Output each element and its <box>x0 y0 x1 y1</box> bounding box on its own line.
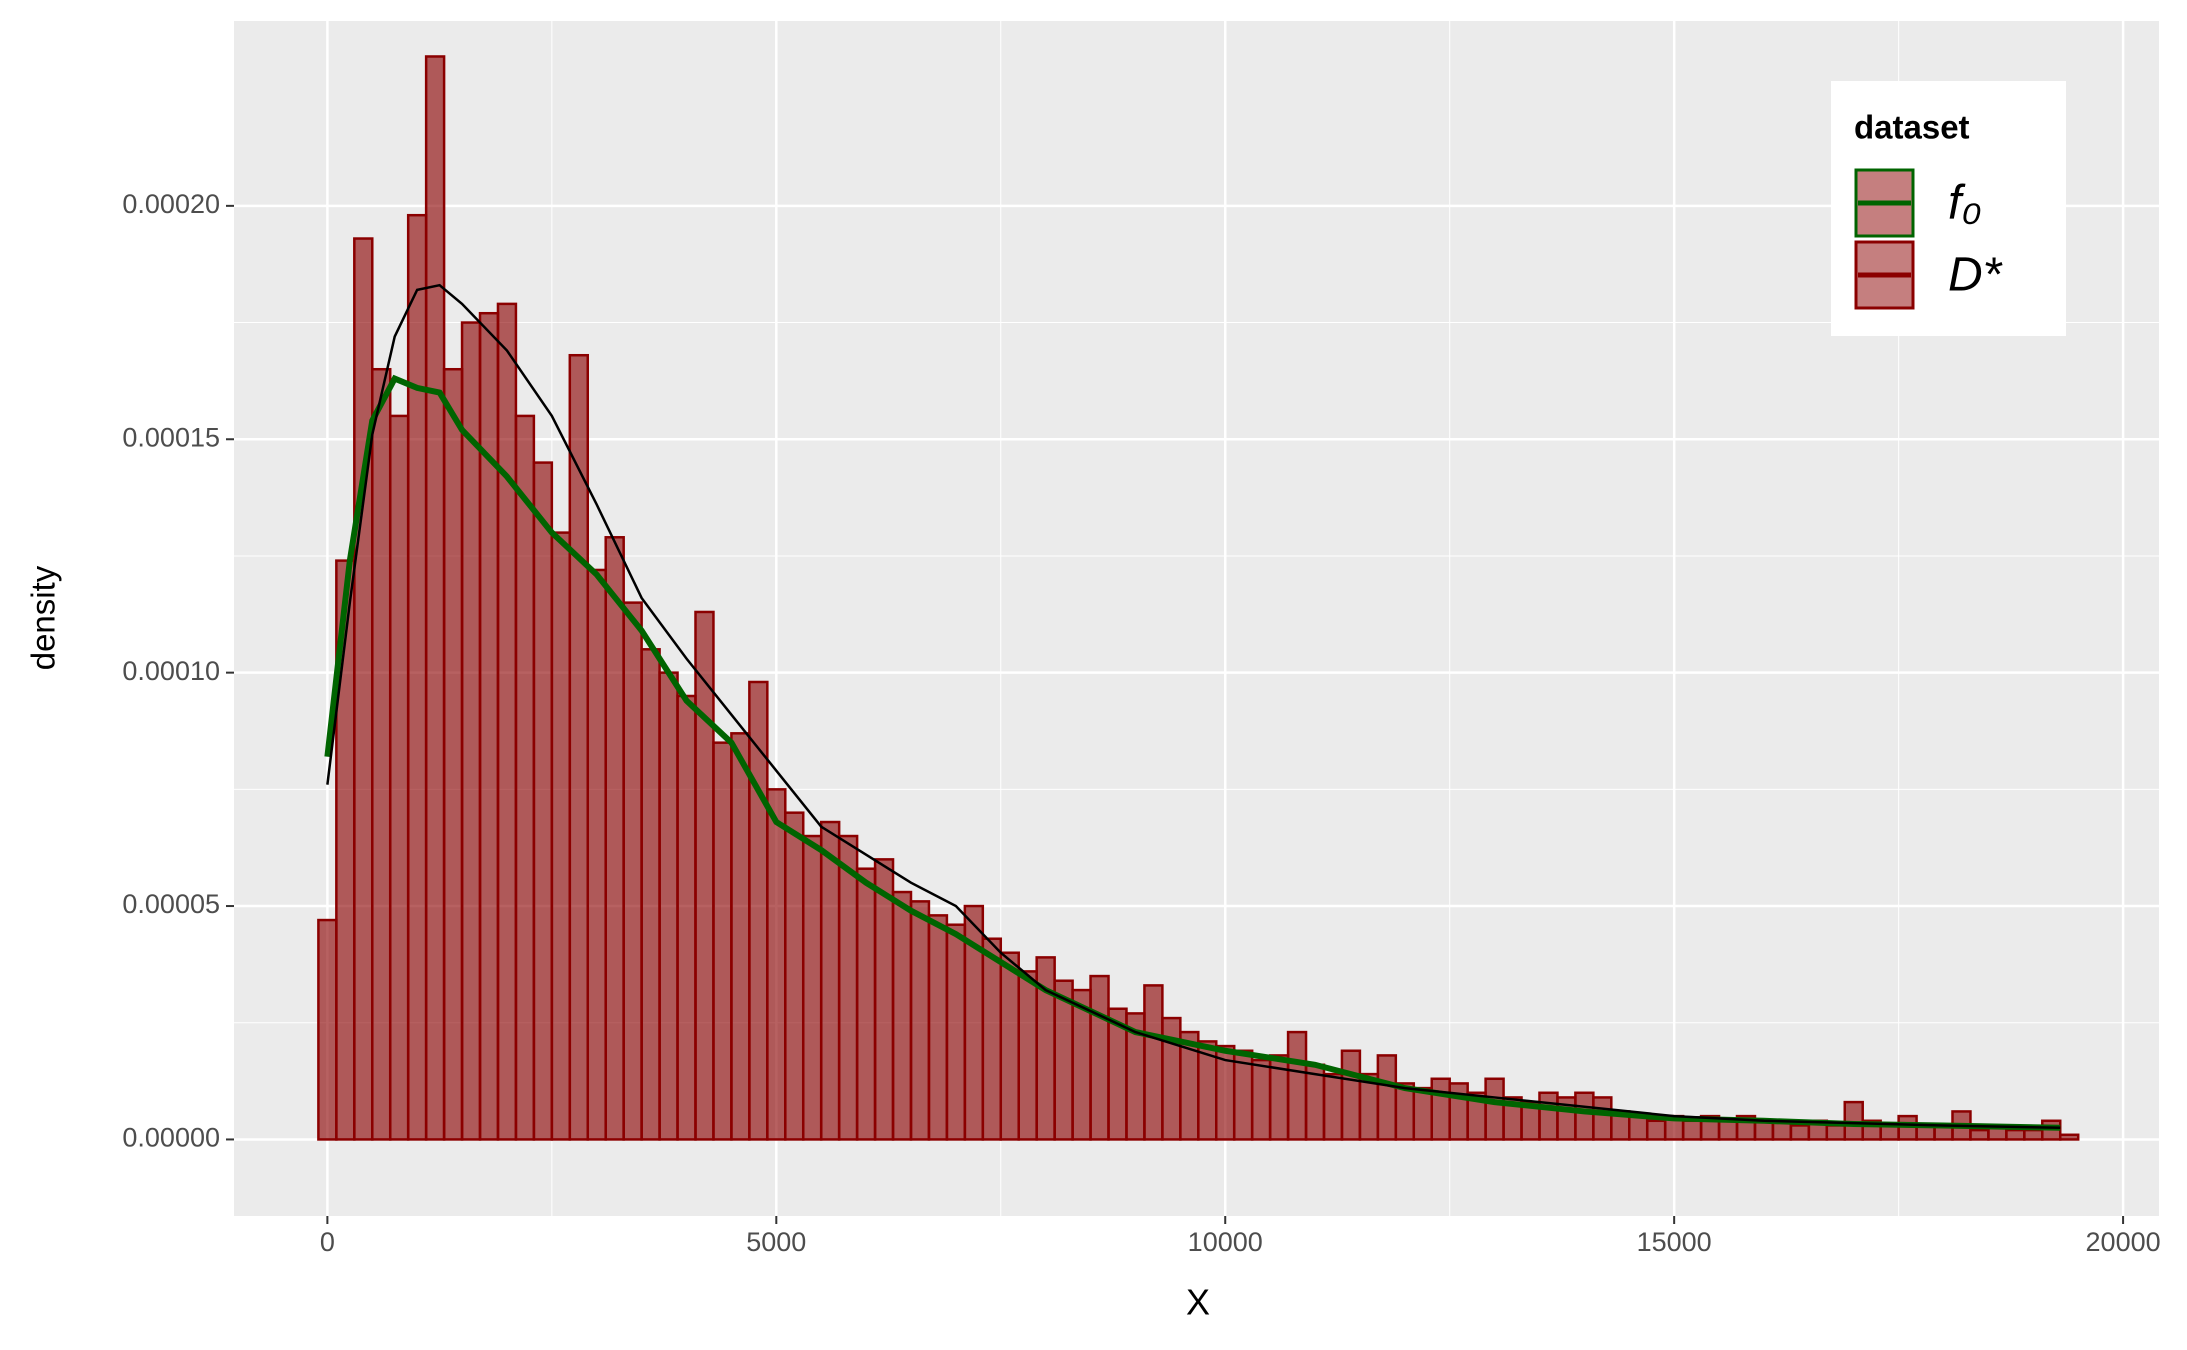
bar <box>1843 1100 1864 1141</box>
bar <box>999 951 1020 1141</box>
bar <box>622 601 643 1141</box>
bar <box>945 923 967 1141</box>
bar <box>604 536 625 1141</box>
bar <box>1017 970 1038 1141</box>
bar <box>442 367 464 1141</box>
bar <box>1484 1077 1505 1141</box>
bar <box>1376 1054 1398 1141</box>
bar <box>1143 984 1164 1141</box>
x-tick-label: 15000 <box>1637 1227 1712 1257</box>
bar <box>406 213 428 1141</box>
y-tick-label: 0.00000 <box>122 1123 220 1153</box>
y-tick-label: 0.00015 <box>122 422 220 452</box>
bar <box>748 680 769 1141</box>
x-tick-label: 5000 <box>746 1227 806 1257</box>
bar <box>1825 1124 1847 1141</box>
bar <box>1412 1086 1433 1141</box>
bar <box>532 461 554 1141</box>
bar <box>2005 1128 2026 1141</box>
bar <box>873 858 895 1141</box>
bar <box>891 890 913 1141</box>
legend-label: f₀ <box>1948 177 1982 230</box>
density-line <box>324 374 2061 1131</box>
x-tick-label: 20000 <box>2086 1227 2161 1257</box>
bar <box>586 568 607 1141</box>
bar <box>1250 1058 1272 1141</box>
bar <box>1340 1049 1362 1141</box>
legend: dataset f₀ D* <box>1831 81 2066 336</box>
y-tick-label: 0.00005 <box>122 889 220 919</box>
legend-label: D* <box>1948 249 2003 302</box>
bar <box>478 311 500 1141</box>
bar <box>640 648 661 1141</box>
bar <box>784 811 805 1141</box>
x-tick-label: 0 <box>320 1227 335 1257</box>
bar <box>909 900 931 1141</box>
bar <box>317 918 338 1141</box>
bar <box>424 55 446 1141</box>
bar <box>766 788 787 1141</box>
bar <box>1628 1114 1649 1141</box>
bar <box>388 414 410 1141</box>
y-axis-title: density <box>25 565 62 670</box>
bar <box>694 610 715 1141</box>
y-tick-label: 0.00020 <box>122 189 220 219</box>
bar <box>568 353 590 1141</box>
bar <box>1969 1128 1990 1141</box>
bar <box>801 834 823 1141</box>
bar <box>927 914 949 1141</box>
bar <box>1538 1091 1559 1141</box>
bar <box>676 694 697 1141</box>
bar <box>730 732 751 1141</box>
bar <box>855 867 877 1141</box>
bar <box>1286 1030 1308 1141</box>
bar <box>1592 1096 1613 1141</box>
bar <box>2023 1128 2044 1141</box>
bar <box>496 302 518 1141</box>
bar <box>1574 1091 1595 1141</box>
bar <box>371 367 392 1141</box>
bar <box>712 741 733 1141</box>
bar <box>1717 1119 1739 1141</box>
bar <box>658 671 679 1141</box>
y-tick-label: 0.00010 <box>122 656 220 686</box>
legend-title: dataset <box>1854 109 1970 146</box>
x-tick-label: 10000 <box>1188 1227 1263 1257</box>
bar <box>353 237 374 1141</box>
bar <box>1789 1124 1811 1141</box>
bar <box>837 834 859 1141</box>
bar <box>1089 974 1110 1141</box>
density-line <box>326 283 2061 1130</box>
bar <box>1322 1072 1344 1141</box>
bar <box>550 531 572 1141</box>
bar <box>1645 1119 1667 1141</box>
bar <box>514 414 536 1141</box>
bar <box>2058 1133 2080 1141</box>
bar <box>1681 1119 1703 1141</box>
bar <box>1430 1077 1451 1141</box>
bar <box>819 820 841 1141</box>
bar <box>981 937 1003 1141</box>
x-axis-title: X <box>1186 1282 1210 1323</box>
